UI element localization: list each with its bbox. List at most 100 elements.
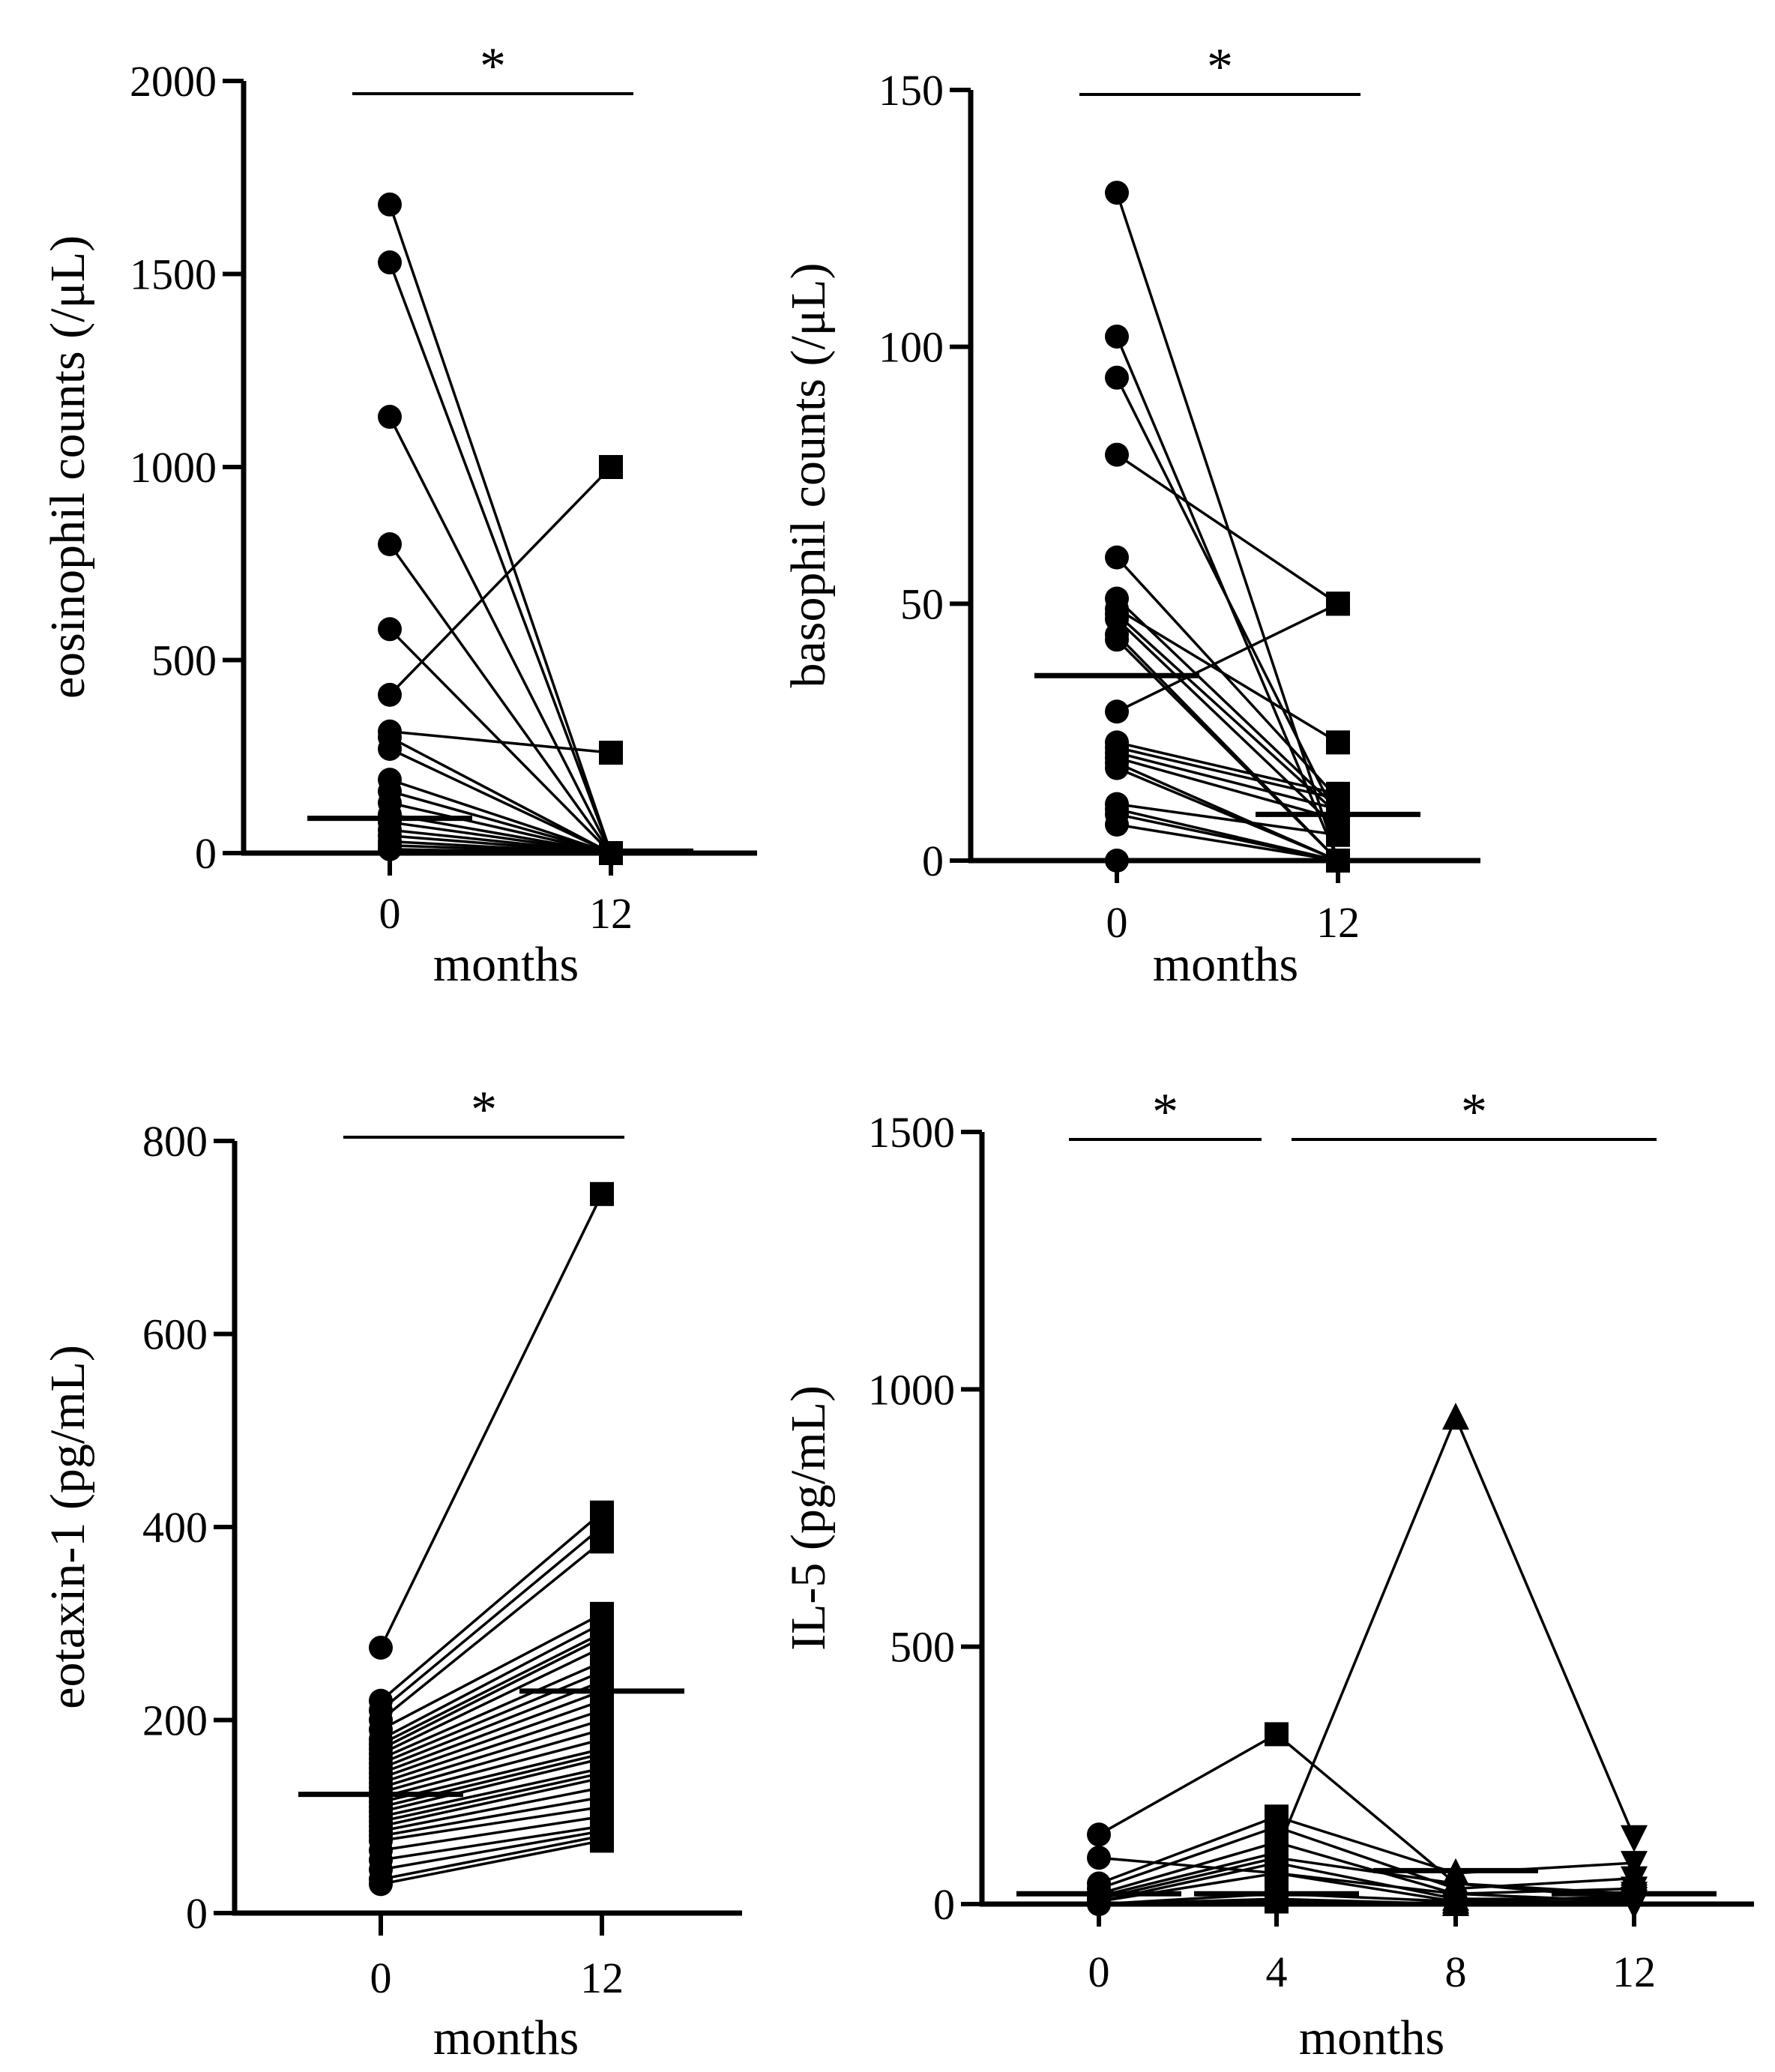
subject-connector-line — [380, 1825, 603, 1861]
data-point — [1105, 545, 1129, 570]
subject-connector-line — [1275, 1733, 1457, 1885]
data-point — [599, 455, 623, 479]
x-tick-label: 0 — [1088, 1948, 1110, 1996]
subject-connector-line — [1116, 823, 1339, 862]
data-point — [378, 837, 402, 861]
y-tick-label: 50 — [900, 579, 944, 628]
data-point — [1326, 730, 1350, 755]
subject-connector-line — [379, 1526, 603, 1711]
subject-connector-line — [1116, 602, 1339, 713]
subject-connector-line — [1454, 1417, 1636, 1838]
subject-connector-line — [380, 1636, 603, 1750]
subject-connector-line — [380, 1815, 603, 1852]
x-axis-label: months — [433, 2011, 579, 2065]
subject-connector-line — [1116, 802, 1339, 837]
subject-connector-line — [1276, 1815, 1456, 1875]
significance-star: * — [471, 1081, 497, 1139]
y-tick-label: 1500 — [868, 1108, 955, 1157]
x-tick-label: 0 — [1106, 898, 1128, 947]
subject-connector-line — [1098, 1900, 1277, 1906]
subject-connector-line — [380, 1670, 603, 1765]
subject-connector-line — [380, 1767, 603, 1818]
data-point — [1105, 756, 1129, 780]
subject-connector-line — [389, 735, 612, 855]
data-point — [378, 736, 402, 761]
x-tick-label: 12 — [1612, 1948, 1656, 1996]
subject-connector-line — [380, 1805, 603, 1843]
data-point — [590, 1181, 614, 1206]
subject-connector-line — [379, 1193, 603, 1648]
data-point — [1442, 1889, 1469, 1916]
subject-connector-line — [380, 1660, 603, 1760]
subject-connector-line — [380, 1708, 603, 1784]
subject-connector-line — [380, 1699, 603, 1780]
data-point — [378, 250, 402, 275]
subject-connector-line — [1098, 1840, 1277, 1895]
subject-connector-line — [389, 778, 612, 855]
data-point — [1326, 591, 1350, 616]
subject-connector-line — [388, 543, 612, 855]
y-tick-label: 100 — [879, 323, 944, 372]
subject-connector-line — [380, 1834, 603, 1881]
x-tick-label: 12 — [589, 889, 633, 938]
data-point — [1442, 1868, 1469, 1896]
x-tick-label: 0 — [370, 1954, 392, 2002]
subject-connector-line — [1276, 1856, 1456, 1885]
y-tick-label: 600 — [142, 1310, 208, 1359]
y-tick-label: 2000 — [130, 57, 217, 106]
subject-connector-line — [380, 1839, 603, 1886]
subject-connector-line — [1276, 1840, 1456, 1895]
data-point — [599, 741, 623, 765]
y-tick-label: 500 — [890, 1623, 955, 1672]
data-point — [1326, 849, 1350, 873]
significance-star: * — [1461, 1083, 1487, 1141]
subject-connector-line — [1116, 767, 1339, 862]
y-tick-label: 1500 — [130, 250, 217, 299]
x-tick-label: 12 — [580, 1954, 624, 2002]
data-point — [1105, 627, 1129, 652]
data-point — [1621, 1851, 1648, 1879]
x-tick-label: 0 — [379, 889, 401, 938]
subject-connector-line — [1116, 741, 1339, 795]
subject-connector-line — [1455, 1876, 1635, 1891]
subject-connector-line — [380, 1777, 603, 1828]
data-point — [1105, 849, 1129, 873]
subject-connector-line — [380, 1680, 603, 1770]
x-axis-label: months — [1153, 937, 1298, 992]
subject-connector-line — [1116, 813, 1339, 862]
data-point — [1442, 1403, 1469, 1430]
subject-connector-line — [388, 416, 612, 854]
subject-connector-line — [1116, 751, 1339, 811]
subject-connector-line — [380, 1612, 603, 1731]
data-point — [1087, 1846, 1111, 1870]
subject-connector-line — [1098, 1872, 1277, 1903]
subject-connector-line — [1275, 1417, 1457, 1853]
y-tick-label: 200 — [142, 1696, 208, 1745]
subject-connector-line — [1276, 1872, 1456, 1903]
subject-connector-line — [379, 1540, 603, 1721]
data-point — [1621, 1825, 1648, 1852]
data-point — [378, 192, 402, 217]
subject-connector-line — [1116, 607, 1339, 744]
y-tick-label: 1000 — [868, 1365, 955, 1414]
y-axis-label: basophil counts (/μL) — [781, 263, 836, 688]
data-point — [590, 1828, 614, 1853]
subject-connector-line — [1116, 756, 1339, 821]
subject-connector-line — [1098, 1732, 1277, 1836]
subject-connector-line — [1276, 1900, 1456, 1906]
chart-panel-2: 0 50 100 150 0 12 months basophil counts (/μL) * — [781, 38, 1480, 992]
subject-connector-line — [388, 262, 612, 854]
y-axis-label: IL-5 (pg/mL) — [781, 1385, 836, 1651]
x-axis-label: months — [1299, 2011, 1444, 2065]
subject-connector-line — [1115, 612, 1339, 816]
subject-connector-line — [1098, 1815, 1277, 1885]
subject-connector-line — [380, 1690, 603, 1774]
subject-connector-line — [1115, 618, 1339, 831]
subject-connector-line — [380, 1728, 603, 1794]
y-axis-label: eotaxin-1 (pg/mL) — [40, 1345, 95, 1709]
y-tick-label: 1000 — [130, 443, 217, 492]
data-point — [1265, 1722, 1289, 1747]
y-tick-label: 0 — [922, 837, 944, 885]
